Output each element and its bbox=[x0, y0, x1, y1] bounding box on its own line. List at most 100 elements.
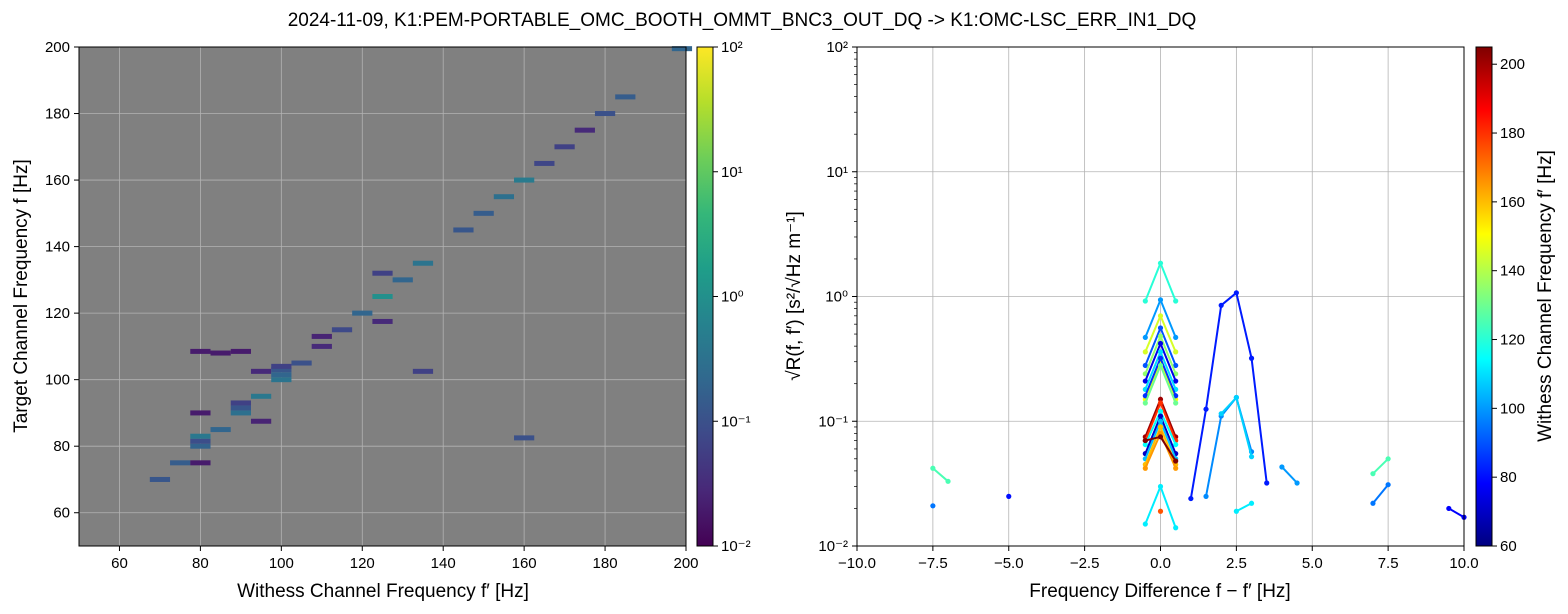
line-point bbox=[945, 478, 951, 484]
line-panel: −10.0 −7.5 −5.0 −2.5 0.0 2.5 5.0 7.5 10.0 10⁻²10… bbox=[784, 39, 1479, 602]
line-series bbox=[1142, 325, 1179, 369]
line-point bbox=[1142, 465, 1148, 471]
heatmap-y-tick-label: 100 bbox=[45, 372, 70, 389]
heatmap-cell bbox=[170, 460, 191, 466]
line-colorbar-tick-label: 180 bbox=[1500, 125, 1525, 142]
heatmap-cell bbox=[190, 410, 211, 416]
line-point bbox=[1173, 378, 1179, 384]
line-x-label: Frequency Difference f − f′ [Hz] bbox=[1029, 581, 1290, 602]
line-point bbox=[930, 503, 936, 509]
line-point bbox=[1233, 290, 1239, 296]
heatmap-y-tick-label: 200 bbox=[45, 39, 70, 56]
heatmap-cell bbox=[594, 111, 616, 117]
heatmap-cell bbox=[412, 260, 434, 266]
line-point bbox=[1157, 349, 1164, 355]
heatmap-cell bbox=[271, 363, 292, 369]
line-x-ticks: −10.0 −7.5 −5.0 −2.5 0.0 2.5 5.0 7.5 10.0 bbox=[838, 546, 1479, 572]
line-series-path bbox=[1372, 458, 1389, 475]
line-point bbox=[1157, 434, 1164, 440]
heatmap-colorbar: 10⁻² 10⁻¹ 10⁰ 10¹ 10² bbox=[696, 39, 751, 555]
line-colorbar-tick-label: 80 bbox=[1500, 469, 1517, 486]
line-point bbox=[1446, 505, 1452, 512]
line-series bbox=[1188, 290, 1270, 502]
heatmap-cell bbox=[352, 310, 373, 316]
line-point bbox=[1173, 298, 1179, 304]
line-series bbox=[1218, 394, 1255, 460]
line-series bbox=[1142, 483, 1179, 531]
line-x-tick-label: −2.5 bbox=[1070, 555, 1100, 572]
line-series-path bbox=[1448, 507, 1465, 519]
heatmap-cell bbox=[615, 94, 636, 100]
line-y-label: √R(f, f′) [s²/√Hz m⁻¹] bbox=[784, 211, 805, 381]
heatmap-y-tick-label: 120 bbox=[45, 305, 70, 322]
line-y-tick-label: 10¹ bbox=[826, 164, 848, 181]
heatmap-cell bbox=[250, 368, 272, 374]
heatmap-cell bbox=[271, 377, 292, 383]
heatmap-y-tick-label: 180 bbox=[45, 106, 70, 123]
line-point bbox=[1142, 437, 1148, 444]
heatmap-y-tick-label: 80 bbox=[53, 438, 70, 455]
heatmap-cell bbox=[574, 127, 595, 133]
heatmap-y-tick-label: 140 bbox=[45, 239, 70, 256]
heatmap-cell bbox=[671, 46, 693, 52]
line-point bbox=[1385, 482, 1391, 488]
line-point bbox=[1173, 525, 1179, 531]
line-series bbox=[1142, 260, 1179, 304]
line-x-tick-label: −5.0 bbox=[994, 555, 1024, 572]
heatmap-cell bbox=[453, 227, 474, 233]
line-point bbox=[1157, 418, 1164, 424]
line-point bbox=[1157, 260, 1164, 266]
line-point bbox=[1248, 355, 1255, 361]
line-x-tick-label: 7.5 bbox=[1378, 555, 1399, 572]
line-point bbox=[1248, 454, 1255, 460]
line-colorbar: 60 80 100 120 140 160 180 200 Withess Channel F… bbox=[1475, 46, 1556, 555]
line-x-tick-label: 2.5 bbox=[1226, 555, 1247, 572]
line-point bbox=[1173, 393, 1179, 399]
heatmap-x-ticks: 60 80 100 120 140 160 180 200 bbox=[111, 546, 699, 572]
line-point bbox=[1203, 406, 1209, 412]
line-point bbox=[1157, 325, 1164, 331]
line-series bbox=[1142, 313, 1179, 355]
line-point bbox=[1142, 521, 1148, 527]
heatmap-y-label: Target Channel Frequency f [Hz] bbox=[11, 159, 32, 433]
line-point bbox=[1142, 400, 1148, 406]
heatmap-cell bbox=[372, 270, 393, 276]
line-series-group bbox=[930, 260, 1467, 531]
line-x-tick-label: 10.0 bbox=[1449, 555, 1478, 572]
line-y-tick-label: 10⁰ bbox=[825, 289, 848, 306]
heatmap-cell bbox=[149, 476, 171, 482]
line-point bbox=[1142, 441, 1148, 448]
heatmap-cell bbox=[534, 160, 555, 166]
line-series-path bbox=[1372, 484, 1389, 504]
line-colorbar-tick-label: 60 bbox=[1500, 538, 1517, 555]
heatmap-y-tick-label: 160 bbox=[45, 172, 70, 189]
heatmap-cell bbox=[291, 360, 312, 366]
line-point bbox=[1157, 408, 1164, 414]
line-point bbox=[1370, 471, 1376, 477]
line-point bbox=[1233, 394, 1239, 401]
line-point bbox=[1173, 349, 1179, 355]
line-point bbox=[1248, 500, 1255, 506]
line-point bbox=[1157, 313, 1164, 319]
line-point bbox=[1142, 349, 1148, 355]
heatmap-panel: 60 80 100 120 140 160 180 200 60 80 100 120 140 160 1… bbox=[11, 39, 699, 602]
line-y-tick-label: 10⁻² bbox=[818, 538, 848, 555]
line-point bbox=[1218, 302, 1224, 308]
line-series bbox=[1142, 408, 1179, 448]
line-y-ticks: 10⁻² 10⁻¹ 10⁰ 10¹ 10² bbox=[818, 39, 857, 555]
line-point bbox=[1173, 371, 1179, 377]
line-point bbox=[1006, 493, 1012, 499]
line-point bbox=[1218, 411, 1224, 417]
heatmap-x-tick-label: 60 bbox=[111, 555, 128, 572]
line-point bbox=[1157, 297, 1164, 303]
line-point bbox=[1157, 424, 1164, 430]
line-series bbox=[1233, 500, 1255, 514]
line-point bbox=[1264, 480, 1270, 486]
heatmap-x-tick-label: 120 bbox=[350, 555, 375, 572]
heatmap-cell bbox=[372, 318, 393, 324]
heatmap-cells bbox=[149, 46, 693, 482]
heatmap-cell bbox=[493, 194, 515, 200]
line-y-tick-label: 10² bbox=[826, 39, 848, 56]
heatmap-cell bbox=[230, 405, 251, 411]
line-series-path bbox=[1281, 466, 1298, 484]
